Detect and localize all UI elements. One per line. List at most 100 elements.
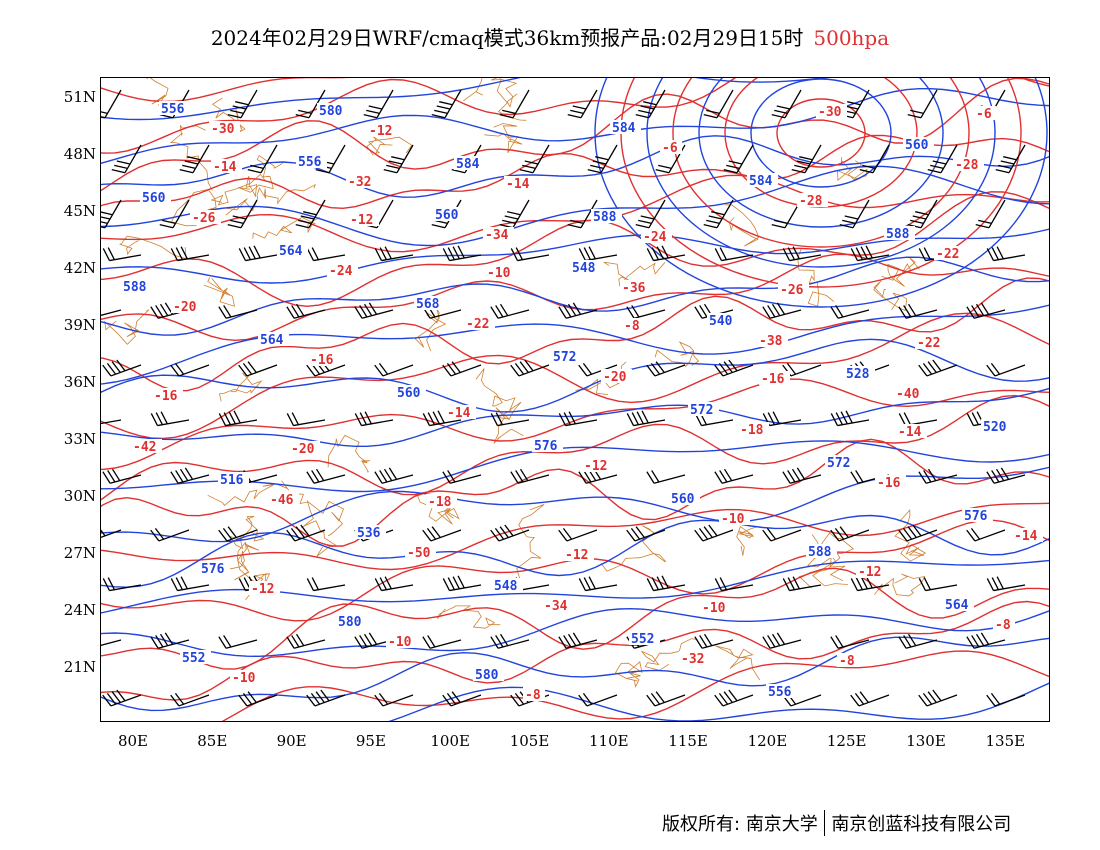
footer-separator: [823, 810, 826, 836]
lon-tick-label: 105E: [509, 732, 550, 750]
border-line: [837, 157, 868, 182]
wind-barb-icon: [646, 361, 686, 377]
wind-barb-icon: [510, 359, 550, 377]
border-line: [327, 434, 370, 473]
wind-barb-icon: [995, 144, 1026, 174]
wind-barb-icon: [587, 144, 618, 174]
wind-barb-icon: [839, 199, 870, 229]
height-contour-label: 576: [534, 439, 558, 454]
border-line: [366, 135, 413, 156]
height-contour: [388, 682, 1049, 721]
vortex-contour: [776, 98, 866, 168]
wind-barb-icon: [578, 692, 618, 707]
temperature-contour: [101, 502, 1049, 571]
temperature-contour: [101, 394, 1049, 501]
wind-barb-icon: [762, 302, 802, 319]
border-line: [475, 368, 522, 421]
temperature-contour-label-bg: [249, 581, 280, 595]
height-contour: [101, 304, 1049, 385]
wind-barb-icon: [102, 577, 142, 592]
temperature-contour-label-bg: [622, 318, 644, 332]
height-contour-label: 580: [319, 104, 343, 119]
temperature-contour-label-bg: [405, 545, 436, 559]
temperature-contour-label: -30: [818, 105, 842, 120]
lat-tick-label: 24N: [63, 601, 96, 619]
border-line: [736, 525, 758, 556]
border-line: [207, 480, 290, 506]
wind-barb-icon: [646, 691, 686, 707]
vortex-contour: [594, 78, 1048, 308]
temperature-contour-label: -22: [466, 317, 489, 332]
height-contour-label: 560: [905, 138, 929, 153]
border-line: [715, 645, 761, 681]
wind-barb-icon: [714, 359, 754, 377]
temperature-contour-label-bg: [230, 670, 261, 684]
temperature-contour: [101, 191, 1049, 308]
height-contour-label-bg: [591, 209, 622, 223]
temperature-contour-label-bg: [953, 157, 984, 171]
temperature-contour: [101, 78, 1049, 154]
wind-barb-icon: [510, 468, 550, 484]
temperature-contour-label: -14: [1014, 529, 1038, 544]
temperature-contour-label: -22: [917, 336, 940, 351]
height-contour-label-bg: [688, 402, 719, 416]
temperature-contour-label: -34: [544, 599, 568, 614]
lon-tick-label: 90E: [276, 732, 307, 750]
height-contour-label-bg: [766, 684, 797, 698]
wind-barb-icon: [170, 576, 210, 592]
wind-barb-icon: [101, 419, 122, 427]
height-contour-label-bg: [492, 578, 523, 592]
wind-barb-icon: [490, 524, 530, 542]
height-contour-label: 576: [964, 509, 988, 524]
temperature-contour-label-bg: [542, 598, 573, 612]
border-line: [600, 525, 667, 572]
wind-barb-icon: [898, 303, 938, 319]
vortex-contour: [672, 78, 970, 248]
wind-barb-icon: [102, 247, 142, 262]
lon-tick-label: 110E: [589, 732, 629, 750]
wind-barb-icon: [170, 246, 210, 262]
temperature-contour: [101, 438, 1049, 547]
wind-barb-icon: [101, 524, 122, 542]
temperature-contour-label-bg: [856, 564, 887, 578]
border-line: [218, 543, 260, 581]
height-contour: [101, 607, 1049, 658]
wind-barb-icon: [295, 199, 326, 229]
temperature-contour-label: -12: [251, 582, 274, 597]
height-contour-label: 548: [572, 261, 596, 276]
temperature-contour: [101, 378, 1049, 471]
temperature-contour-label: -8: [525, 688, 541, 703]
height-contour-label: 572: [827, 456, 850, 471]
wind-barb-icon: [646, 470, 686, 484]
height-contour-label-bg: [454, 156, 485, 170]
wind-barb-icon: [567, 89, 598, 119]
wind-barb-icon: [782, 576, 822, 592]
lat-tick-label: 33N: [63, 430, 96, 448]
wind-barb-icon: [830, 305, 870, 319]
wind-barb-icon: [101, 199, 122, 229]
wind-barb-icon: [238, 245, 278, 262]
temperature-contour-label: -40: [896, 387, 920, 402]
wind-barb-icon: [646, 575, 686, 592]
border-line: [807, 553, 848, 587]
wind-barb-icon: [286, 412, 326, 427]
temperature-contour-label-bg: [582, 458, 613, 472]
wind-barb-icon: [830, 410, 870, 427]
height-contour-label-bg: [218, 472, 249, 486]
wind-barb-icon: [714, 689, 754, 707]
wind-barb-icon: [558, 632, 598, 649]
lon-tick-label: 135E: [985, 732, 1026, 750]
lat-tick-label: 27N: [63, 544, 96, 562]
height-contour-label-bg: [962, 508, 993, 522]
lat-tick-label: 21N: [63, 658, 96, 676]
wind-barb-icon: [567, 199, 598, 229]
height-contour-label: 552: [182, 651, 205, 666]
wind-barb-icon: [918, 359, 958, 377]
height-contour: [101, 165, 1049, 247]
temperature-contour-label: -32: [348, 175, 371, 190]
temperature-contour-label: -16: [761, 372, 785, 387]
border-line: [169, 124, 213, 191]
height-contour-label: 588: [593, 210, 617, 225]
height-contour-label-bg: [884, 226, 915, 240]
wind-barb-icon: [966, 302, 1006, 319]
